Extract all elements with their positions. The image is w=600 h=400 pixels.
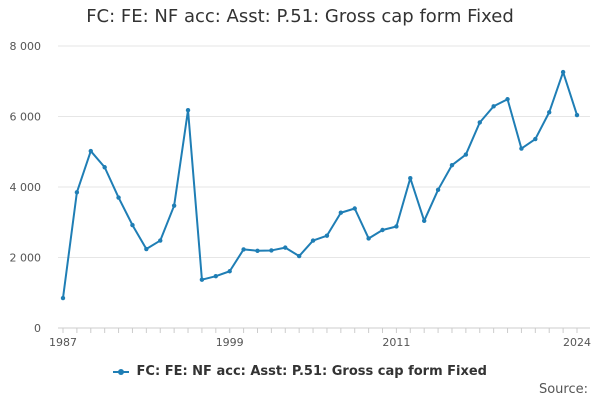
data-point[interactable] [88, 148, 93, 154]
data-point[interactable] [338, 210, 344, 215]
chart-title: FC: FE: NF acc: Asst: P.51: Gross cap fo… [86, 6, 514, 27]
data-point[interactable] [283, 245, 288, 250]
data-point[interactable] [171, 203, 177, 208]
data-point[interactable] [380, 227, 385, 233]
data-point[interactable] [310, 238, 316, 243]
data-point[interactable] [574, 112, 580, 118]
data-point[interactable] [435, 187, 441, 193]
y-tick-label: 6 000 [10, 111, 42, 124]
tick-labels: 0 2 000 4 000 6 000 8 000 1987 1999 2011 2024 [10, 40, 592, 349]
data-point[interactable] [394, 224, 399, 229]
data-point[interactable] [352, 206, 357, 211]
data-point[interactable] [463, 152, 469, 157]
series [60, 69, 580, 301]
data-point[interactable] [144, 246, 149, 252]
x-tick-label: 2024 [563, 336, 591, 349]
x-tick-label: 2011 [382, 336, 410, 349]
data-point[interactable] [102, 165, 107, 170]
data-point[interactable] [185, 107, 191, 113]
data-point[interactable] [213, 273, 219, 279]
data-point[interactable] [255, 248, 260, 254]
data-point[interactable] [519, 146, 524, 151]
legend-swatch [113, 368, 130, 375]
data-point[interactable] [421, 218, 427, 224]
x-tick-label: 1999 [216, 336, 244, 349]
data-point[interactable] [116, 195, 121, 200]
x-tick-label: 1987 [49, 336, 77, 349]
data-point[interactable] [227, 269, 232, 274]
axes [58, 327, 590, 333]
data-point[interactable] [269, 248, 274, 253]
data-point[interactable] [547, 110, 552, 115]
data-point[interactable] [505, 97, 510, 102]
series-line [62, 71, 578, 299]
y-tick-label: 0 [34, 322, 41, 335]
data-point[interactable] [296, 253, 302, 259]
data-point[interactable] [560, 69, 566, 75]
y-tick-label: 2 000 [10, 252, 42, 265]
data-point[interactable] [477, 120, 482, 125]
y-tick-label: 4 000 [10, 181, 42, 194]
data-point[interactable] [366, 236, 371, 241]
data-point[interactable] [241, 247, 246, 252]
y-tick-label: 8 000 [10, 40, 42, 53]
data-point[interactable] [491, 104, 496, 109]
legend[interactable]: FC: FE: NF acc: Asst: P.51: Gross cap fo… [0, 364, 600, 379]
data-point[interactable] [74, 190, 80, 195]
data-point[interactable] [130, 222, 135, 228]
data-point[interactable] [449, 162, 455, 168]
data-point[interactable] [60, 295, 66, 301]
source-label: Source: [538, 382, 588, 397]
data-point[interactable] [158, 238, 163, 243]
data-point[interactable] [408, 175, 413, 181]
legend-label: FC: FE: NF acc: Asst: P.51: Gross cap fo… [136, 364, 487, 379]
gridlines [58, 45, 590, 258]
data-point[interactable] [533, 136, 538, 142]
data-point[interactable] [199, 277, 205, 282]
data-point[interactable] [324, 233, 330, 238]
